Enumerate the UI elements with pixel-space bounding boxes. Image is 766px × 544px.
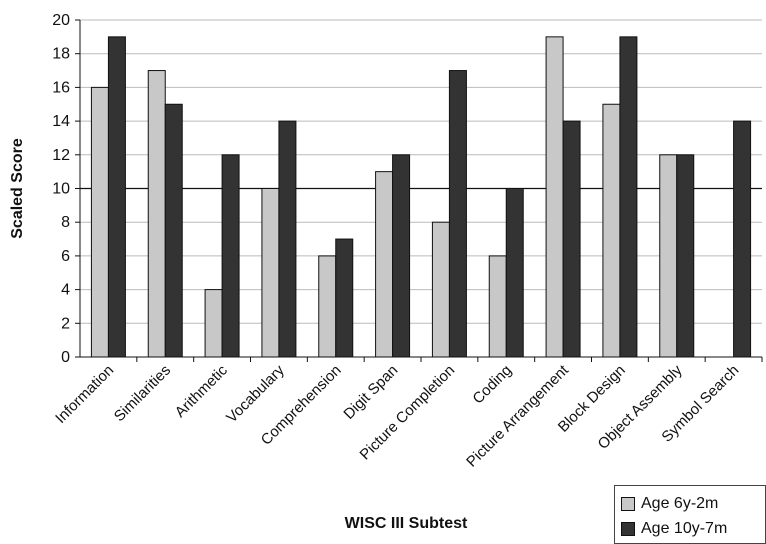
bar-series-2-digit-span bbox=[392, 154, 411, 358]
y-tick-label: 16 bbox=[52, 79, 70, 96]
bar-series-2-picture-completion bbox=[448, 70, 467, 358]
x-tick-label: Information bbox=[52, 362, 117, 427]
y-tick-label: 10 bbox=[52, 181, 70, 198]
bar-series-2-block-design bbox=[619, 36, 638, 358]
bar-series-2-comprehension bbox=[335, 238, 354, 358]
bar-series-1-vocabulary bbox=[261, 188, 280, 358]
bar-series-2-similarities bbox=[164, 103, 183, 358]
bar-series-2-information bbox=[107, 36, 126, 358]
x-tick-label: Picture Completion bbox=[357, 362, 459, 464]
legend-swatch-series-1 bbox=[621, 496, 635, 511]
x-axis-title: WISC III Subtest bbox=[345, 515, 468, 532]
x-axis-tick-labels: InformationSimilaritiesArithmeticVocabul… bbox=[52, 357, 763, 471]
x-tick-label: Arithmetic bbox=[172, 361, 232, 421]
y-tick-label: 20 bbox=[52, 12, 70, 29]
y-tick-label: 18 bbox=[52, 46, 70, 63]
bar-series-1-block-design bbox=[602, 103, 621, 358]
y-tick-label: 12 bbox=[52, 147, 70, 164]
bar-series-1-coding bbox=[488, 255, 507, 358]
y-tick-label: 2 bbox=[61, 315, 70, 332]
y-axis-ticks: 0 2 4 6 8 10 12 14 16 18 20 bbox=[52, 12, 80, 366]
bar-series-1-similarities bbox=[147, 70, 166, 358]
bar-series-2-vocabulary bbox=[278, 120, 297, 358]
bar-series-1-picture-arrangement bbox=[545, 36, 564, 358]
bar-series-1-picture-completion bbox=[431, 221, 450, 358]
bar-series-1-digit-span bbox=[375, 171, 394, 358]
bar-series-2-arithmetic bbox=[221, 154, 240, 358]
legend-item-series-1: Age 6y-2m bbox=[621, 491, 765, 516]
y-tick-label: 14 bbox=[52, 113, 70, 130]
bar-series-2-coding bbox=[505, 188, 524, 358]
x-tick-label: Coding bbox=[469, 362, 515, 408]
y-tick-label: 6 bbox=[61, 248, 70, 265]
bar-series-1-information bbox=[90, 86, 109, 358]
bar-series-2-symbol-search bbox=[733, 120, 752, 358]
bar-series-1-comprehension bbox=[318, 255, 337, 358]
x-tick-label: Digit Span bbox=[340, 362, 401, 423]
bar-series-1-object-assembly bbox=[659, 154, 678, 358]
bar-series-2-picture-arrangement bbox=[562, 120, 581, 358]
legend: Age 6y-2m Age 10y-7m bbox=[614, 485, 766, 544]
x-tick-label: Picture Arrangement bbox=[463, 361, 572, 470]
bars bbox=[90, 36, 752, 358]
y-tick-label: 0 bbox=[61, 349, 70, 366]
legend-label-series-1: Age 6y-2m bbox=[641, 494, 719, 512]
legend-label-series-2: Age 10y-7m bbox=[641, 519, 728, 537]
x-tick-label: Similarities bbox=[111, 362, 174, 425]
legend-item-series-2: Age 10y-7m bbox=[621, 516, 765, 541]
legend-swatch-series-2 bbox=[621, 521, 635, 536]
y-tick-label: 4 bbox=[61, 282, 70, 299]
y-axis-title: Scaled Score bbox=[9, 138, 26, 239]
y-tick-label: 8 bbox=[61, 214, 70, 231]
bar-series-2-object-assembly bbox=[676, 154, 695, 358]
bar-series-1-arithmetic bbox=[204, 289, 223, 358]
gridlines bbox=[80, 19, 762, 324]
